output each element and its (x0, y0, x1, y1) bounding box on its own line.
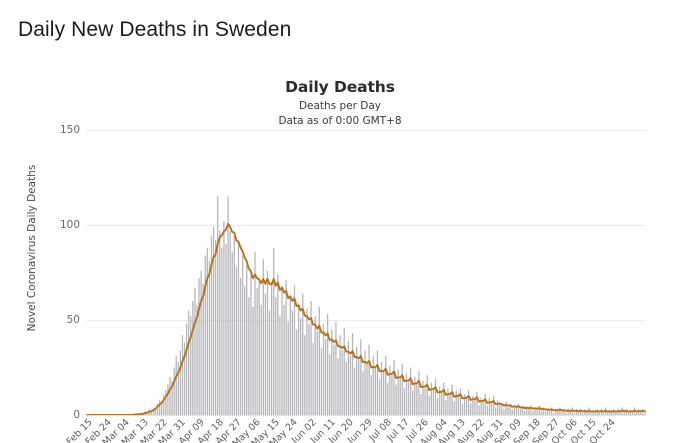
y-tick-label: 150 (59, 124, 80, 136)
y-tick-label: 100 (59, 219, 80, 231)
y-tick-label: 0 (73, 409, 80, 421)
gridline (86, 320, 646, 321)
gridline (86, 415, 646, 416)
gridline (86, 225, 646, 226)
page-title: Daily New Deaths in Sweden (18, 18, 292, 41)
plot-area (86, 130, 646, 416)
y-axis-ticks: 0 50 100 150 (36, 70, 80, 443)
chart-data-timestamp: Data as of 0:00 GMT+8 (278, 115, 402, 127)
chart-card: Daily Deaths Deaths per Day Data as of 0… (0, 70, 680, 443)
chart-subtitle: Deaths per Day (298, 100, 382, 112)
y-tick-label: 50 (66, 314, 80, 326)
daily-deaths-bars (136, 196, 646, 415)
gridline (86, 130, 646, 131)
x-axis-ticks: Feb 15 Feb 24 Mar 04 Mar 13 Mar 22 Mar 31 Apr … (64, 417, 646, 443)
seven-day-moving-average-line (86, 222, 646, 415)
chart-title: Daily Deaths (285, 78, 395, 96)
plot-wrapper: Novel Coronavirus Daily Deaths 0 50 100 150… (0, 70, 680, 443)
